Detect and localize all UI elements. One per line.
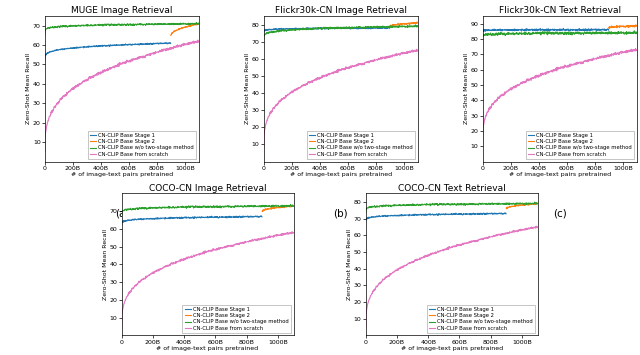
Text: (a): (a) [115,208,129,218]
Title: COCO-CN Text Retrieval: COCO-CN Text Retrieval [398,184,506,193]
X-axis label: # of image-text pairs pretrained: # of image-text pairs pretrained [290,172,392,177]
Title: MUGE Image Retrieval: MUGE Image Retrieval [71,6,173,15]
Y-axis label: Zero-Shot Mean Recall: Zero-Shot Mean Recall [464,53,469,124]
X-axis label: # of image-text pairs pretrained: # of image-text pairs pretrained [509,172,611,177]
Y-axis label: Zero-Shot Mean Recall: Zero-Shot Mean Recall [348,229,352,300]
Title: Flickr30k-CN Image Retrieval: Flickr30k-CN Image Retrieval [275,6,407,15]
Text: (c): (c) [553,208,566,218]
Legend: CN-CLIP Base Stage 1, CN-CLIP Base Stage 2, CN-CLIP Base w/o two-stage method, C: CN-CLIP Base Stage 1, CN-CLIP Base Stage… [88,131,196,159]
Y-axis label: Zero-Shot Mean Recall: Zero-Shot Mean Recall [245,53,250,124]
Y-axis label: Zero-Shot Mean Recall: Zero-Shot Mean Recall [103,229,108,300]
Title: Flickr30k-CN Text Retrieval: Flickr30k-CN Text Retrieval [499,6,621,15]
Text: (b): (b) [333,208,348,218]
X-axis label: # of image-text pairs pretrained: # of image-text pairs pretrained [157,346,259,351]
Legend: CN-CLIP Base Stage 1, CN-CLIP Base Stage 2, CN-CLIP Base w/o two-stage method, C: CN-CLIP Base Stage 1, CN-CLIP Base Stage… [307,131,415,159]
Title: COCO-CN Image Retrieval: COCO-CN Image Retrieval [148,184,266,193]
Y-axis label: Zero-Shot Mean Recall: Zero-Shot Mean Recall [26,53,31,124]
Legend: CN-CLIP Base Stage 1, CN-CLIP Base Stage 2, CN-CLIP Base w/o two-stage method, C: CN-CLIP Base Stage 1, CN-CLIP Base Stage… [525,131,634,159]
Legend: CN-CLIP Base Stage 1, CN-CLIP Base Stage 2, CN-CLIP Base w/o two-stage method, C: CN-CLIP Base Stage 1, CN-CLIP Base Stage… [426,305,535,333]
X-axis label: # of image-text pairs pretrained: # of image-text pairs pretrained [401,346,502,351]
Legend: CN-CLIP Base Stage 1, CN-CLIP Base Stage 2, CN-CLIP Base w/o two-stage method, C: CN-CLIP Base Stage 1, CN-CLIP Base Stage… [182,305,291,333]
X-axis label: # of image-text pairs pretrained: # of image-text pairs pretrained [71,172,173,177]
